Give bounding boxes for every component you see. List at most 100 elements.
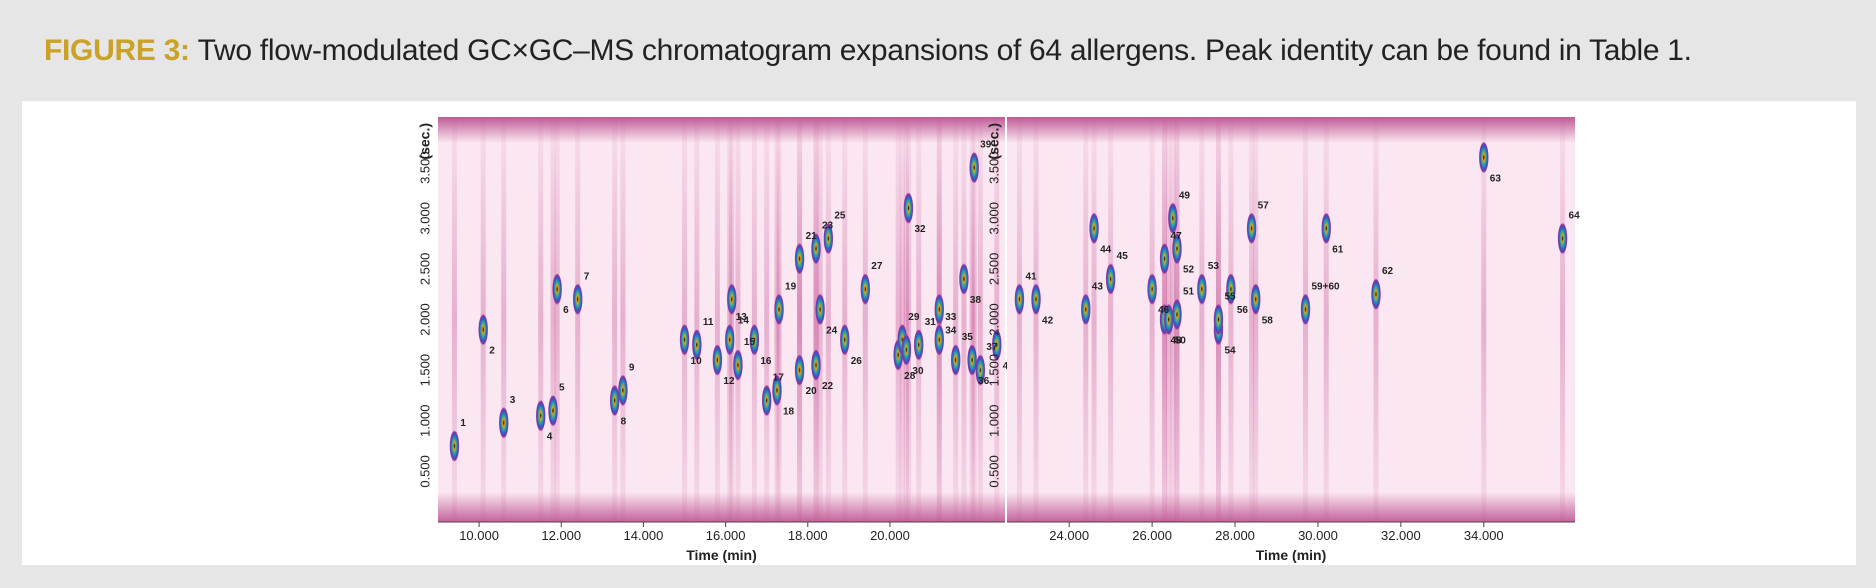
peak-31: [913, 328, 924, 361]
elution-streak: [1033, 117, 1039, 522]
elution-streak: [895, 117, 901, 522]
peak-34: [934, 293, 945, 326]
peak-label: 38: [970, 295, 982, 306]
peak-label: 23: [822, 221, 834, 232]
peak-40: [991, 328, 1002, 361]
peak-3: [498, 406, 509, 439]
peak-label: 46: [1158, 305, 1170, 316]
elution-streak: [916, 117, 922, 522]
elution-streak: [735, 117, 741, 522]
elution-streak: [764, 117, 770, 522]
elution-streak: [1199, 117, 1205, 522]
elution-streak: [682, 117, 688, 522]
elution-streak: [1249, 117, 1255, 522]
peak-26: [839, 323, 850, 356]
figure-panel: 1 2 3 4 5 6 7 8 9 10 11 12 13 14 15 16 17 18 19 20 21 22 23 24 2…: [22, 101, 1856, 565]
peak-39: [969, 151, 980, 184]
peak-label: 14: [738, 315, 750, 326]
peak-64: [1557, 222, 1568, 255]
background-band-bottom: [1007, 492, 1575, 522]
peak-9: [617, 374, 628, 407]
peak-label: 17: [773, 373, 785, 384]
elution-streak: [1560, 117, 1566, 522]
figure-label: FIGURE 3:: [44, 34, 190, 67]
peak-61: [1321, 212, 1332, 245]
peak-36: [967, 344, 978, 376]
peak-27: [860, 273, 871, 306]
peak-label: 57: [1258, 200, 1270, 211]
figure-caption-text: Two flow-modulated GC×GC–MS chromatogram…: [197, 34, 1692, 67]
peak-41: [1014, 283, 1025, 316]
x-tick-label: 16.000: [706, 528, 746, 543]
peak-5: [548, 394, 559, 427]
y-axis-label: (sec.): [986, 123, 1002, 160]
peak-51: [1171, 298, 1182, 331]
peak-label: 12: [723, 376, 735, 387]
elution-streak: [813, 117, 819, 522]
peak-label: 11: [703, 317, 714, 328]
elution-streak: [554, 117, 560, 522]
elution-streak: [797, 117, 803, 522]
background-band-top: [1007, 117, 1575, 143]
peak-label: 13: [736, 312, 748, 323]
y-tick-label: 1.500: [986, 354, 1001, 387]
peak-label: 7: [584, 271, 590, 282]
elution-streak: [971, 117, 977, 522]
peak-20: [794, 354, 805, 387]
elution-streak: [1481, 117, 1487, 522]
peak-label: 19: [785, 281, 797, 292]
elution-streak: [751, 117, 757, 522]
peak-46: [1147, 273, 1158, 306]
peak-label: 64: [1569, 211, 1581, 222]
peak-label: 32: [914, 224, 926, 235]
peak-18: [771, 374, 782, 407]
x-tick-label: 28.000: [1215, 528, 1255, 543]
peak-30: [901, 333, 912, 366]
y-tick-label: 3.500: [417, 151, 432, 184]
peak-22: [811, 349, 821, 382]
peak-label: 6: [563, 305, 569, 316]
peak-55: [1213, 303, 1224, 336]
peak-16: [749, 323, 760, 356]
peak-label: 52: [1183, 265, 1195, 276]
peak-12: [712, 344, 723, 376]
y-tick-label: 3.500: [986, 151, 1001, 184]
elution-streak: [977, 117, 983, 522]
x-tick-label: 18.000: [788, 528, 828, 543]
elution-streak: [1373, 117, 1379, 522]
peak-1: [449, 430, 460, 463]
peak-23: [811, 232, 821, 265]
peak-42: [1031, 283, 1042, 316]
y-tick-label: 3.000: [417, 202, 432, 235]
peak-11: [691, 328, 702, 361]
peak-52: [1171, 232, 1182, 265]
elution-streak: [1149, 117, 1155, 522]
elution-streak: [612, 117, 618, 522]
peak-label: 37: [986, 342, 998, 353]
elution-streak: [961, 117, 967, 522]
peak-label: 59+60: [1312, 281, 1341, 292]
elution-streak: [1016, 117, 1022, 522]
peak-43: [1080, 293, 1091, 326]
peak-label: 63: [1490, 174, 1502, 185]
elution-streak: [501, 117, 507, 522]
elution-streak: [905, 117, 911, 522]
peak-2: [478, 313, 489, 346]
peak-label: 15: [744, 337, 756, 348]
peak-label: 61: [1332, 244, 1344, 255]
elution-streak: [953, 117, 959, 522]
peak-label: 29: [908, 312, 920, 323]
peak-label: 8: [621, 417, 627, 428]
x-tick-label: 10.000: [459, 528, 499, 543]
peak-62: [1370, 278, 1381, 311]
peak-45: [1105, 263, 1116, 295]
peak-label: 34: [945, 325, 957, 336]
peak-13: [724, 323, 735, 356]
peak-label: 18: [783, 406, 795, 417]
peak-35: [950, 344, 961, 376]
x-tick-label: 20.000: [870, 528, 910, 543]
peak-15: [732, 349, 743, 382]
peak-label: 5: [559, 383, 565, 394]
peak-37: [975, 354, 986, 387]
y-tick-label: 0.500: [417, 455, 432, 488]
